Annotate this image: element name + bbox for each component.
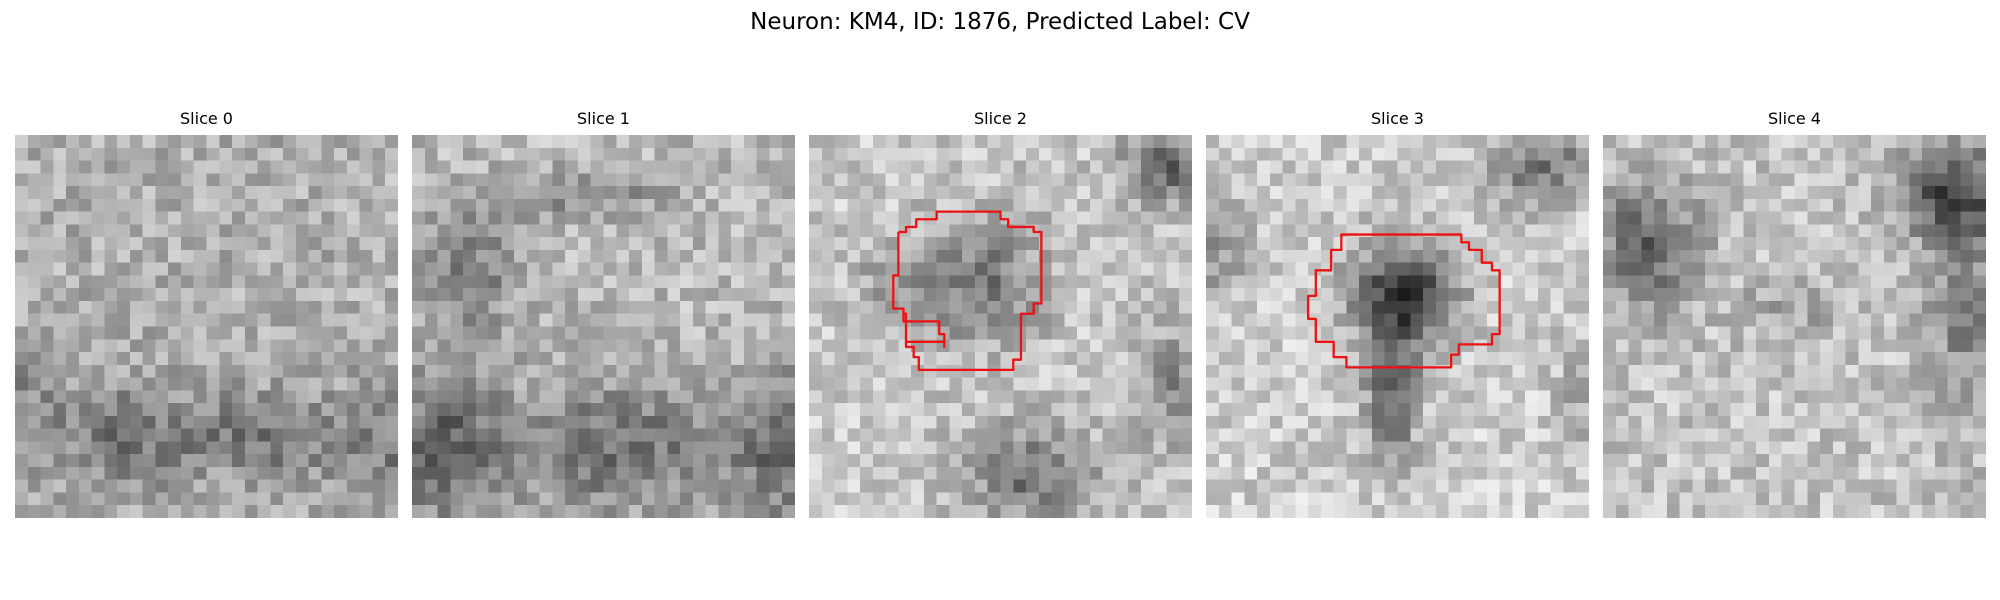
slice-image	[412, 135, 795, 518]
segmentation-contour	[1306, 233, 1501, 369]
slice-title: Slice 2	[974, 109, 1027, 128]
slice-panel-3: Slice 3	[1206, 109, 1589, 518]
slice-panel-4: Slice 4	[1603, 109, 1986, 518]
slice-title: Slice 4	[1768, 109, 1821, 128]
slice-title: Slice 3	[1371, 109, 1424, 128]
slice-image	[15, 135, 398, 518]
slice-title: Slice 0	[180, 109, 233, 128]
slice-panel-0: Slice 0	[15, 109, 398, 518]
slice-panel-2: Slice 2	[809, 109, 1192, 518]
figure-title: Neuron: KM4, ID: 1876, Predicted Label: …	[750, 9, 1250, 35]
segmentation-contour	[892, 210, 1043, 372]
slice-image	[1206, 135, 1589, 518]
slice-panel-1: Slice 1	[412, 109, 795, 518]
slice-image	[809, 135, 1192, 518]
slice-image	[1603, 135, 1986, 518]
slice-title: Slice 1	[577, 109, 630, 128]
